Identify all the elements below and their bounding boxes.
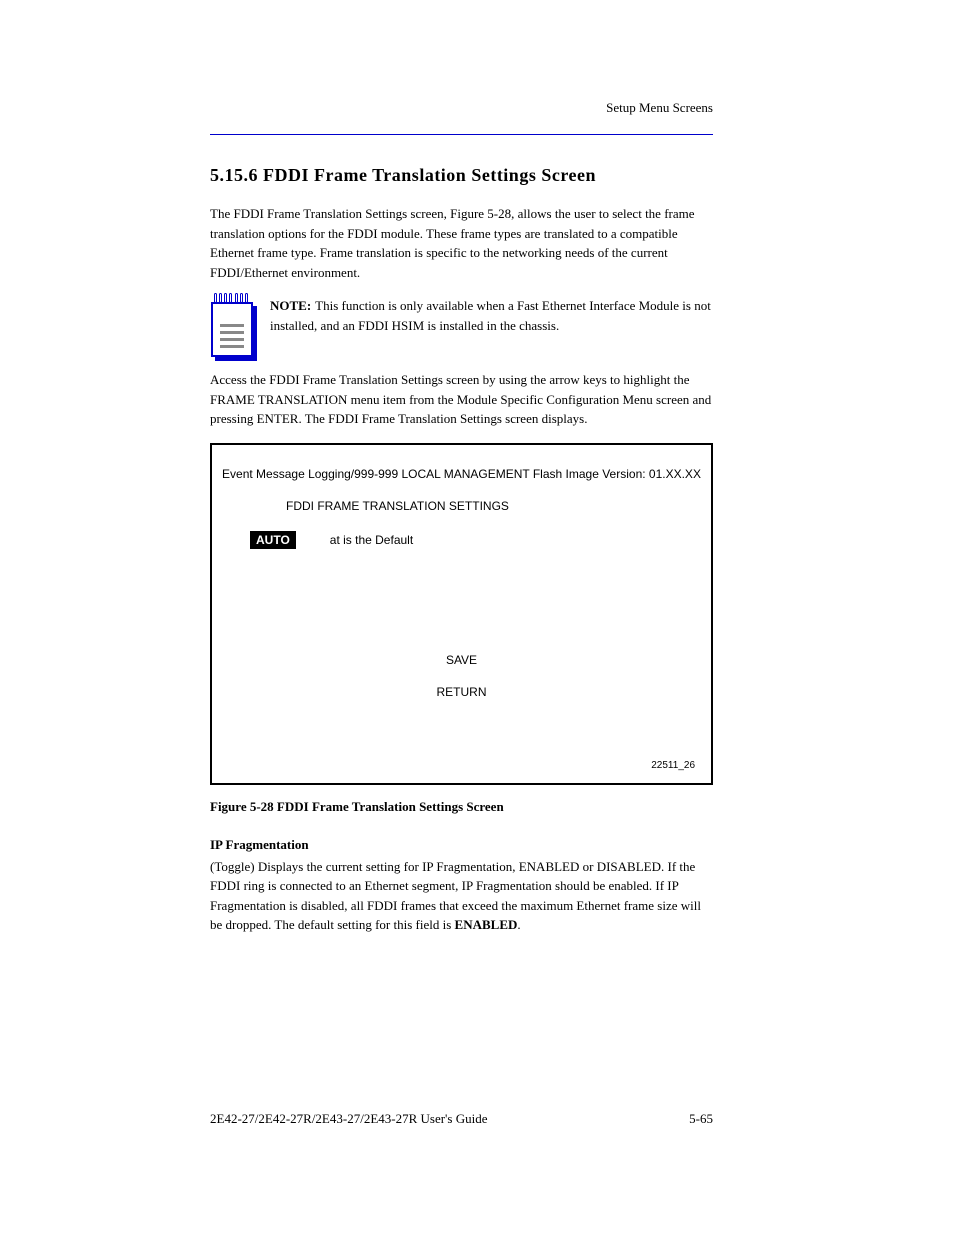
figure-subtitle: FDDI FRAME TRANSLATION SETTINGS bbox=[286, 499, 711, 513]
footer-left: 2E42-27/2E42-27R/2E43-27/2E43-27R User's… bbox=[210, 1111, 487, 1127]
figure-number: 22511_26 bbox=[651, 760, 695, 771]
note-spiral bbox=[214, 293, 248, 303]
note-icon-wrap bbox=[210, 296, 258, 356]
note-lines bbox=[220, 324, 244, 352]
note-body: This function is only available when a F… bbox=[270, 298, 711, 333]
definition-body-bold: ENABLED bbox=[455, 917, 518, 932]
header-rule bbox=[210, 134, 713, 135]
figure-default-row: AUTO at is the Default bbox=[250, 531, 711, 549]
page-content: Setup Menu Screens 5.15.6 FDDI Frame Tra… bbox=[210, 100, 713, 935]
running-header: Setup Menu Screens bbox=[210, 100, 713, 116]
figure-save: SAVE bbox=[212, 653, 711, 667]
figure-return: RETURN bbox=[212, 685, 711, 699]
figure-caption: Figure 5-28 FDDI Frame Translation Setti… bbox=[210, 799, 713, 815]
pre-figure-paragraph: Access the FDDI Frame Translation Settin… bbox=[210, 370, 713, 429]
definition-body: (Toggle) Displays the current setting fo… bbox=[210, 857, 713, 935]
figure-title-line: Event Message Logging/999-999 LOCAL MANA… bbox=[212, 467, 711, 481]
note-block: NOTE: This function is only available wh… bbox=[210, 296, 713, 356]
definition-body-part2: . bbox=[517, 917, 520, 932]
definition-block: IP Fragmentation (Toggle) Displays the c… bbox=[210, 837, 713, 935]
figure-default-label: at is the Default bbox=[330, 533, 413, 547]
page-footer: 2E42-27/2E42-27R/2E43-27/2E43-27R User's… bbox=[210, 1111, 713, 1127]
figure-box: Event Message Logging/999-999 LOCAL MANA… bbox=[210, 443, 713, 785]
definition-term: IP Fragmentation bbox=[210, 837, 713, 853]
note-label: NOTE: bbox=[270, 298, 311, 313]
note-icon bbox=[210, 298, 252, 356]
note-text: NOTE: This function is only available wh… bbox=[258, 296, 713, 335]
note-pad bbox=[211, 302, 253, 357]
figure-highlight: AUTO bbox=[250, 531, 296, 549]
footer-right: 5-65 bbox=[689, 1111, 713, 1127]
intro-paragraph: The FDDI Frame Translation Settings scre… bbox=[210, 204, 713, 282]
section-heading: 5.15.6 FDDI Frame Translation Settings S… bbox=[210, 165, 713, 186]
